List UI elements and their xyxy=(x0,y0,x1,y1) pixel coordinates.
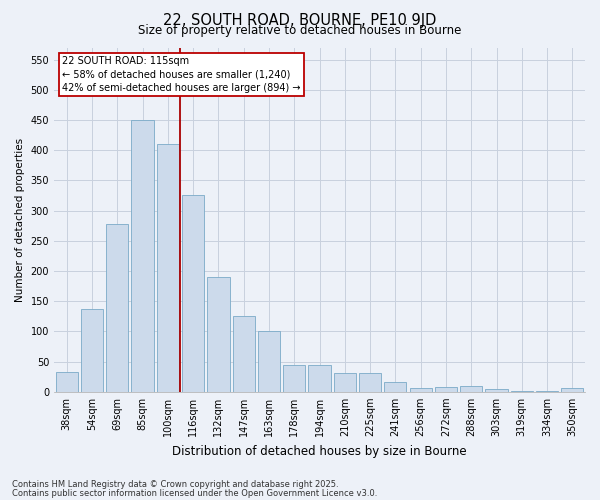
Text: 22 SOUTH ROAD: 115sqm
← 58% of detached houses are smaller (1,240)
42% of semi-d: 22 SOUTH ROAD: 115sqm ← 58% of detached … xyxy=(62,56,301,92)
Bar xyxy=(81,309,103,392)
Bar xyxy=(207,277,230,392)
Bar xyxy=(283,364,305,392)
Bar xyxy=(233,316,255,392)
Bar xyxy=(485,389,508,392)
Y-axis label: Number of detached properties: Number of detached properties xyxy=(15,138,25,302)
Bar xyxy=(182,196,204,392)
Bar xyxy=(536,390,558,392)
X-axis label: Distribution of detached houses by size in Bourne: Distribution of detached houses by size … xyxy=(172,444,467,458)
Bar xyxy=(157,144,179,392)
Bar xyxy=(56,372,78,392)
Bar xyxy=(359,373,381,392)
Bar xyxy=(435,387,457,392)
Text: Contains HM Land Registry data © Crown copyright and database right 2025.: Contains HM Land Registry data © Crown c… xyxy=(12,480,338,489)
Text: 22, SOUTH ROAD, BOURNE, PE10 9JD: 22, SOUTH ROAD, BOURNE, PE10 9JD xyxy=(163,12,437,28)
Bar xyxy=(258,331,280,392)
Text: Size of property relative to detached houses in Bourne: Size of property relative to detached ho… xyxy=(139,24,461,37)
Bar xyxy=(334,373,356,392)
Bar xyxy=(384,382,406,392)
Bar xyxy=(561,388,583,392)
Bar xyxy=(308,364,331,392)
Bar xyxy=(131,120,154,392)
Bar xyxy=(460,386,482,392)
Text: Contains public sector information licensed under the Open Government Licence v3: Contains public sector information licen… xyxy=(12,488,377,498)
Bar xyxy=(511,390,533,392)
Bar xyxy=(410,388,432,392)
Bar xyxy=(106,224,128,392)
